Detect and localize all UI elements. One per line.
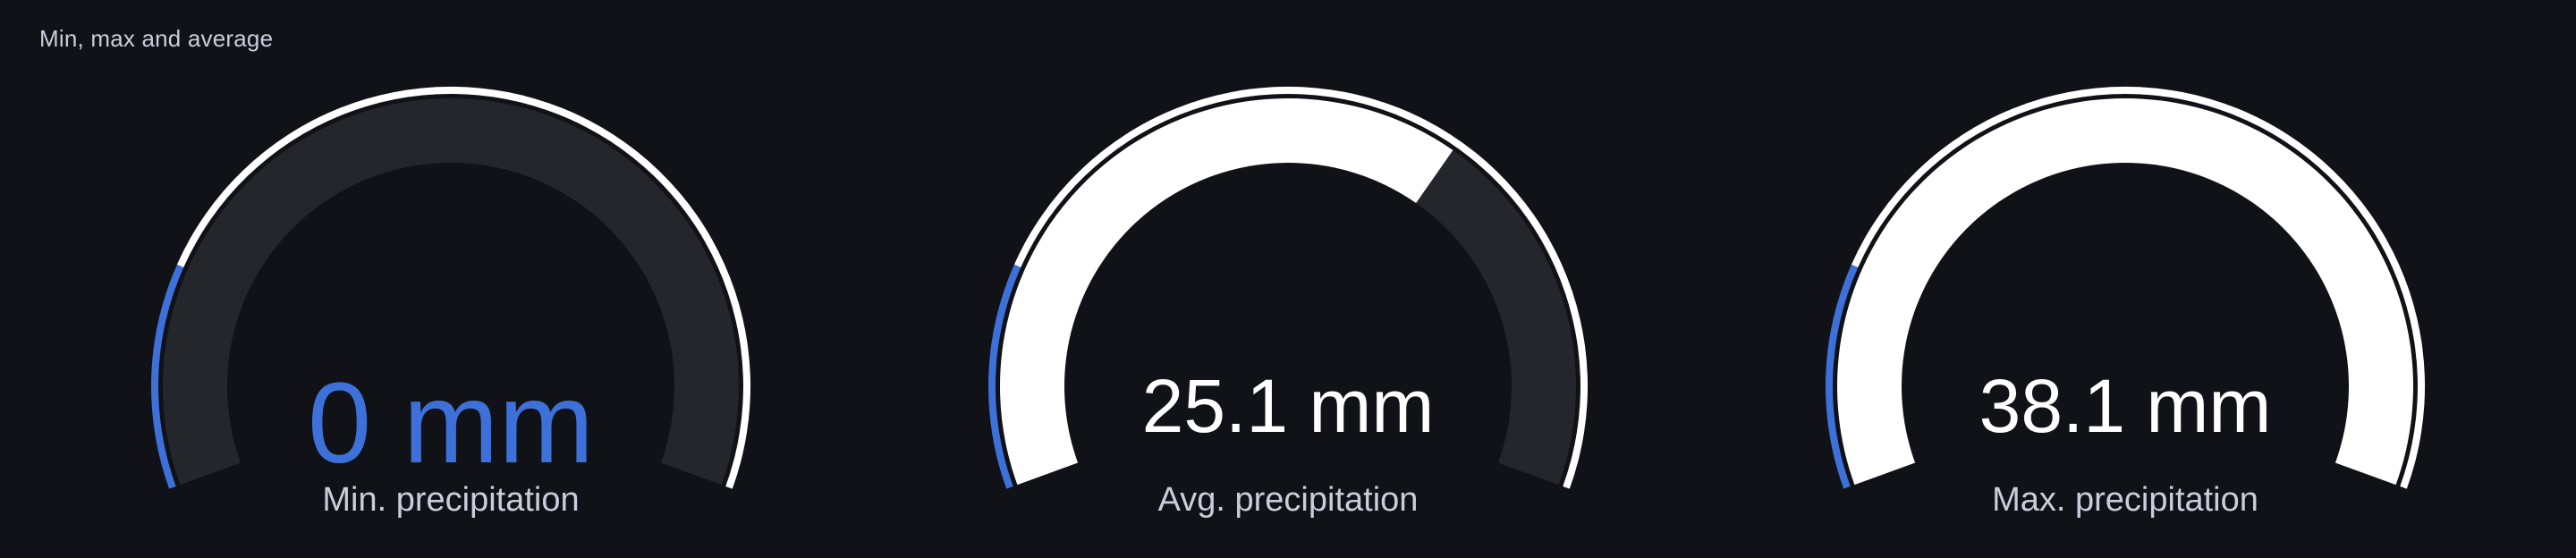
gauge-value: 25.1 mm (1141, 364, 1435, 448)
threshold-arc-base (987, 264, 1021, 489)
gauge-track (163, 97, 740, 486)
gauge-label: Min. precipitation (322, 481, 580, 519)
gauge-min: 0 mm Min. precipitation (129, 72, 773, 558)
gauge-label: Max. precipitation (1992, 481, 2258, 519)
gauge-max-graphic (1825, 86, 2426, 489)
threshold-arc-base (1825, 264, 1859, 489)
gauge-label: Avg. precipitation (1157, 481, 1419, 519)
threshold-arc-base (150, 264, 184, 489)
gauge-fill (1837, 97, 2413, 486)
gauge-max: 38.1 mm Max. precipitation (1803, 72, 2447, 558)
gauge-fill (1000, 97, 1453, 486)
gauge-value: 38.1 mm (1979, 364, 2272, 448)
gauge-min-graphic (150, 86, 751, 489)
gauge-avg: 25.1 mm Avg. precipitation (966, 72, 1610, 558)
gauge-avg-graphic (987, 86, 1589, 489)
panel-title: Min, max and average (39, 25, 274, 52)
gauge-value: 0 mm (308, 359, 594, 487)
